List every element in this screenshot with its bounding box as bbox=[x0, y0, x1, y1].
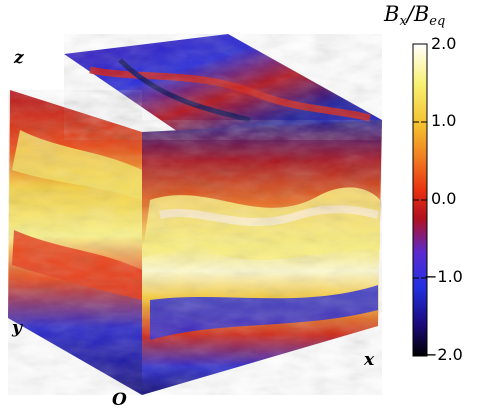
colorbar-tick-label: −2.0 bbox=[424, 345, 463, 364]
axis-label-x: x bbox=[364, 350, 375, 370]
colorbar-tick-label: 2.0 bbox=[431, 34, 457, 53]
colorbar-tick-label: −1.0 bbox=[424, 267, 463, 286]
colorbar-tick-label: 0.0 bbox=[431, 189, 457, 208]
axis-label-z: z bbox=[14, 48, 24, 68]
colorbar-tick-label: 1.0 bbox=[431, 111, 457, 130]
colorbar-title-sep: /B bbox=[406, 2, 430, 26]
colorbar-title: Bx/Beq bbox=[384, 2, 445, 29]
axis-label-y: y bbox=[12, 318, 22, 338]
colorbar-title-sub1: x bbox=[399, 14, 407, 29]
colorbar-title-main: B bbox=[384, 2, 400, 26]
colorbar-title-sub2: eq bbox=[429, 14, 446, 29]
axis-label-origin: O bbox=[112, 390, 127, 410]
colorbar-ticks bbox=[413, 43, 427, 357]
